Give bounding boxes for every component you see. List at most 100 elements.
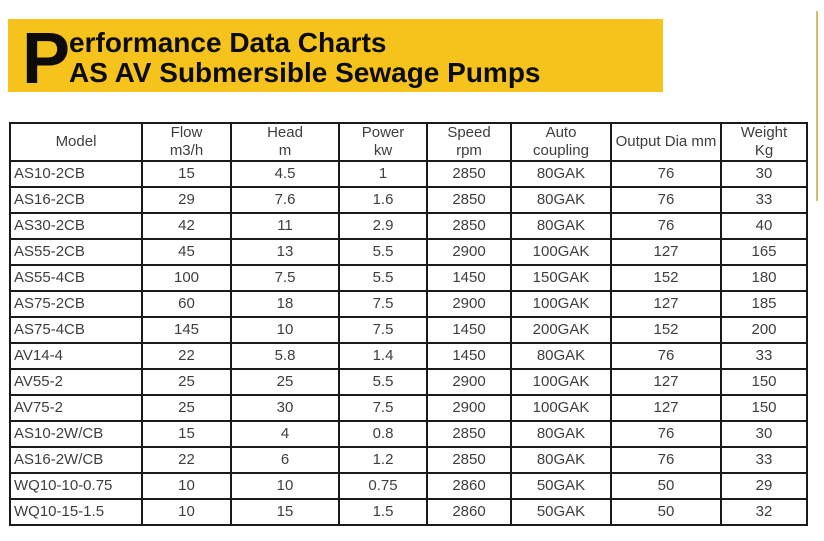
model-cell: AS75-2CB — [9, 290, 143, 318]
drop-cap-letter: P — [22, 19, 70, 99]
value-cell: 7.6 — [230, 186, 340, 214]
value-cell: 5.5 — [338, 264, 428, 292]
pump-data-table: Model Flow m3/h Head m Power kw Speed rp… — [9, 122, 808, 526]
table-row: AS16-2CB 29 7.6 1.6 2850 80GAK 76 33 — [9, 186, 808, 214]
table-row: AS10-2W/CB 15 4 0.8 2850 80GAK 76 30 — [9, 420, 808, 448]
value-cell: 30 — [720, 420, 808, 448]
column-header-model: Model — [9, 122, 143, 162]
model-cell: WQ10-15-1.5 — [9, 498, 143, 526]
value-cell: 29 — [141, 186, 232, 214]
value-cell: 145 — [141, 316, 232, 344]
column-header-unit: m — [278, 142, 292, 159]
value-cell: 152 — [610, 264, 722, 292]
value-cell: 10 — [141, 498, 232, 526]
value-cell: 29 — [720, 472, 808, 500]
value-cell: 185 — [720, 290, 808, 318]
value-cell: 127 — [610, 238, 722, 266]
model-cell: AS10-2CB — [9, 160, 143, 188]
value-cell: 2860 — [426, 472, 512, 500]
model-cell: AV14-4 — [9, 342, 143, 370]
value-cell: 10 — [230, 316, 340, 344]
value-cell: 2850 — [426, 186, 512, 214]
value-cell: 100GAK — [510, 394, 612, 422]
table-body: AS10-2CB 15 4.5 1 2850 80GAK 76 30 AS16-2CB 29 7.6… — [9, 160, 808, 526]
table-header-row: Model Flow m3/h Head m Power kw Speed rp… — [9, 122, 808, 162]
table-row: AV14-4 22 5.8 1.4 1450 80GAK 76 33 — [9, 342, 808, 370]
value-cell: 0.75 — [338, 472, 428, 500]
value-cell: 22 — [141, 446, 232, 474]
value-cell: 80GAK — [510, 342, 612, 370]
model-cell: AS16-2W/CB — [9, 446, 143, 474]
table-row: WQ10-10-0.75 10 10 0.75 2860 50GAK 50 29 — [9, 472, 808, 500]
value-cell: 18 — [230, 290, 340, 318]
table-row: AS75-2CB 60 18 7.5 2900 100GAK 127 185 — [9, 290, 808, 318]
value-cell: 150 — [720, 394, 808, 422]
table-row: AS55-4CB 100 7.5 5.5 1450 150GAK 152 180 — [9, 264, 808, 292]
value-cell: 15 — [141, 420, 232, 448]
banner-text-block: erformance Data Charts AS AV Submersible… — [69, 28, 540, 88]
value-cell: 80GAK — [510, 446, 612, 474]
value-cell: 2900 — [426, 238, 512, 266]
column-header-auto-coupling: Auto coupling — [510, 122, 612, 162]
value-cell: 2900 — [426, 394, 512, 422]
column-header-speed: Speed rpm — [426, 122, 512, 162]
value-cell: 7.5 — [338, 290, 428, 318]
table-row: AV55-2 25 25 5.5 2900 100GAK 127 150 — [9, 368, 808, 396]
value-cell: 2900 — [426, 368, 512, 396]
column-header-label: Power — [361, 124, 405, 141]
page-title: erformance Data Charts — [69, 27, 387, 58]
value-cell: 127 — [610, 290, 722, 318]
model-cell: AS16-2CB — [9, 186, 143, 214]
value-cell: 50GAK — [510, 472, 612, 500]
column-header-label: Head — [267, 124, 303, 141]
value-cell: 15 — [230, 498, 340, 526]
value-cell: 6 — [230, 446, 340, 474]
value-cell: 30 — [230, 394, 340, 422]
value-cell: 127 — [610, 394, 722, 422]
column-header-label: Flow — [170, 124, 203, 141]
table-row: AS16-2W/CB 22 6 1.2 2850 80GAK 76 33 — [9, 446, 808, 474]
value-cell: 1450 — [426, 264, 512, 292]
value-cell: 2.9 — [338, 212, 428, 240]
value-cell: 5.8 — [230, 342, 340, 370]
value-cell: 100 — [141, 264, 232, 292]
value-cell: 150GAK — [510, 264, 612, 292]
value-cell: 7.5 — [338, 394, 428, 422]
value-cell: 2860 — [426, 498, 512, 526]
value-cell: 5.5 — [338, 238, 428, 266]
value-cell: 50 — [610, 472, 722, 500]
value-cell: 76 — [610, 160, 722, 188]
value-cell: 80GAK — [510, 420, 612, 448]
column-header-flow: Flow m3/h — [141, 122, 232, 162]
table-row: AV75-2 25 30 7.5 2900 100GAK 127 150 — [9, 394, 808, 422]
column-header-unit: m3/h — [169, 142, 204, 159]
value-cell: 10 — [141, 472, 232, 500]
page-edge-line — [816, 11, 818, 201]
value-cell: 13 — [230, 238, 340, 266]
value-cell: 200 — [720, 316, 808, 344]
model-cell: AS55-2CB — [9, 238, 143, 266]
header-banner: P erformance Data Charts AS AV Submersib… — [8, 19, 663, 99]
table-row: AS10-2CB 15 4.5 1 2850 80GAK 76 30 — [9, 160, 808, 188]
column-header-label: Model — [55, 133, 97, 150]
table-row: AS75-4CB 145 10 7.5 1450 200GAK 152 200 — [9, 316, 808, 344]
value-cell: 80GAK — [510, 186, 612, 214]
value-cell: 1450 — [426, 316, 512, 344]
model-cell: WQ10-10-0.75 — [9, 472, 143, 500]
value-cell: 45 — [141, 238, 232, 266]
value-cell: 76 — [610, 186, 722, 214]
model-cell: AS30-2CB — [9, 212, 143, 240]
value-cell: 30 — [720, 160, 808, 188]
value-cell: 2850 — [426, 212, 512, 240]
value-cell: 100GAK — [510, 290, 612, 318]
value-cell: 15 — [141, 160, 232, 188]
value-cell: 2850 — [426, 160, 512, 188]
value-cell: 76 — [610, 212, 722, 240]
column-header-power: Power kw — [338, 122, 428, 162]
column-header-label: Auto — [545, 124, 577, 141]
column-header-unit: Kg — [754, 142, 774, 159]
value-cell: 1 — [338, 160, 428, 188]
value-cell: 33 — [720, 186, 808, 214]
column-header-label: Output Dia mm — [615, 133, 717, 150]
model-cell: AV75-2 — [9, 394, 143, 422]
